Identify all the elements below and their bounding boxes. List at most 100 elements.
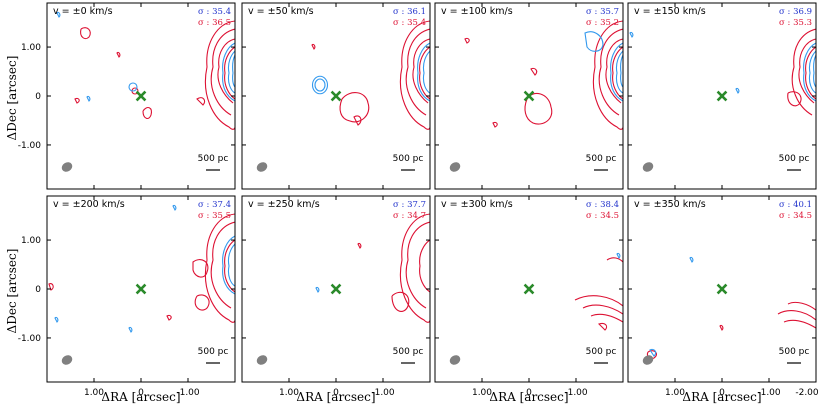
scale-bar-label: 500 pc bbox=[393, 154, 424, 164]
blue-contour bbox=[620, 54, 623, 88]
beam-ellipse bbox=[256, 355, 268, 365]
velocity-label: v = ±300 km/s bbox=[441, 199, 513, 210]
sigma-blue-label: σ : 37.4 bbox=[198, 200, 231, 210]
red-contour bbox=[405, 221, 430, 309]
blue-contour bbox=[222, 42, 235, 102]
panel-4: v = ±150 km/s σ : 36.9σ : 35.3 500 pc bbox=[627, 2, 817, 190]
blue-contour bbox=[232, 54, 235, 88]
sigma-red-label: σ : 35.2 bbox=[586, 18, 619, 28]
x-tick-label: 0 bbox=[333, 388, 339, 398]
x-tick-label: -1.00 bbox=[757, 388, 781, 398]
y-tick-label: 0 bbox=[35, 92, 41, 102]
red-contour bbox=[598, 28, 623, 116]
y-axis-label: ΔDec [arcsec] bbox=[5, 249, 19, 334]
red-contour bbox=[582, 304, 623, 315]
sigma-blue-label: σ : 35.7 bbox=[586, 7, 619, 17]
beam-ellipse bbox=[449, 162, 461, 172]
red-contour bbox=[719, 324, 724, 331]
panel-3: v = ±100 km/s σ : 35.7σ : 35.2 500 pc bbox=[434, 2, 624, 190]
sigma-red-label: σ : 35.3 bbox=[779, 18, 812, 28]
red-contour bbox=[492, 121, 498, 128]
x-tick-label: -2.00 bbox=[795, 388, 819, 398]
y-tick-label: 1.00 bbox=[21, 43, 41, 53]
x-tick-label: 1.00 bbox=[665, 388, 685, 398]
red-contour bbox=[590, 313, 623, 323]
velocity-label: v = ±350 km/s bbox=[634, 199, 706, 210]
red-contour bbox=[787, 91, 802, 107]
red-contour bbox=[412, 38, 430, 104]
panel-1: 1.00 0 -1.00 v = ±0 km/s σ : 35.4σ : 36.5 500… bbox=[18, 2, 236, 190]
red-contour bbox=[405, 28, 430, 116]
red-contour bbox=[196, 97, 206, 106]
x-axis-label: ΔRA [arcsec] bbox=[489, 390, 568, 404]
beam-ellipse bbox=[642, 355, 654, 365]
red-contour bbox=[391, 291, 410, 312]
panel-5: 1.00 0 -1.00 1.00 0 -1.00 v = ±200 km/s σ : 37.… bbox=[18, 195, 236, 398]
red-contour bbox=[142, 106, 152, 120]
x-tick-label: 1.00 bbox=[472, 388, 492, 398]
scale-bar-label: 500 pc bbox=[779, 347, 810, 357]
contours bbox=[315, 213, 430, 323]
blue-contour bbox=[222, 235, 235, 295]
blue-contour bbox=[813, 54, 816, 88]
blue-contour bbox=[314, 78, 326, 92]
panel-6: 1.00 0 -1.00 v = ±250 km/s σ : 37.7σ : 34.7 5… bbox=[241, 195, 431, 398]
red-contour bbox=[224, 239, 235, 293]
red-contour bbox=[597, 322, 608, 331]
red-contour bbox=[605, 38, 623, 104]
x-tick-label: -1.00 bbox=[371, 388, 395, 398]
y-tick-label: -1.00 bbox=[18, 141, 42, 151]
red-contour bbox=[116, 51, 121, 58]
blue-contour bbox=[629, 31, 634, 38]
blue-contour bbox=[803, 42, 816, 102]
y-tick-label: 0 bbox=[35, 285, 41, 295]
blue-contour bbox=[227, 50, 235, 94]
blue-contour bbox=[616, 252, 621, 259]
center-marker bbox=[716, 90, 728, 102]
red-contour bbox=[217, 38, 235, 104]
blue-contour bbox=[172, 204, 177, 211]
contours bbox=[311, 20, 430, 130]
contours bbox=[464, 20, 623, 130]
center-marker bbox=[330, 283, 342, 295]
contours bbox=[629, 28, 816, 116]
blue-contour bbox=[808, 50, 816, 94]
red-contour bbox=[192, 259, 209, 278]
velocity-label: v = ±0 km/s bbox=[53, 6, 113, 17]
red-contour bbox=[353, 115, 362, 126]
sigma-red-label: σ : 34.5 bbox=[586, 211, 619, 221]
x-tick-label: -1.00 bbox=[564, 388, 588, 398]
center-marker bbox=[135, 283, 147, 295]
red-contour bbox=[210, 221, 235, 309]
velocity-label: v = ±100 km/s bbox=[441, 6, 513, 17]
blue-contour bbox=[86, 95, 91, 102]
red-contour bbox=[339, 92, 370, 123]
red-contour bbox=[419, 239, 430, 293]
sigma-red-label: σ : 34.5 bbox=[779, 211, 812, 221]
red-contour bbox=[419, 46, 430, 100]
sigma-blue-label: σ : 36.9 bbox=[779, 7, 812, 17]
red-contour bbox=[787, 301, 816, 311]
velocity-label: v = ±200 km/s bbox=[53, 199, 125, 210]
red-contour bbox=[798, 38, 816, 104]
red-contour bbox=[166, 314, 172, 321]
red-contour bbox=[210, 28, 235, 116]
scale-bar-label: 500 pc bbox=[198, 347, 229, 357]
y-tick-label: -1.00 bbox=[18, 334, 42, 344]
red-contour bbox=[311, 43, 316, 50]
panel-2: v = ±50 km/s σ : 36.1σ : 35.4 500 pc bbox=[241, 2, 431, 190]
blue-contour bbox=[56, 11, 61, 18]
red-contour bbox=[194, 294, 210, 311]
scale-bar-label: 500 pc bbox=[586, 347, 617, 357]
blue-contour bbox=[422, 50, 430, 94]
sigma-red-label: σ : 36.5 bbox=[198, 18, 231, 28]
panel-7: 1.00 0 -1.00 v = ±300 km/s σ : 38.4σ : 34.5 5… bbox=[434, 195, 624, 398]
velocity-label: v = ±250 km/s bbox=[248, 199, 320, 210]
blue-contour bbox=[227, 243, 235, 287]
contours bbox=[646, 256, 816, 360]
blue-contour bbox=[610, 42, 623, 102]
blue-contour bbox=[689, 256, 694, 263]
center-marker bbox=[523, 90, 535, 102]
sigma-red-label: σ : 35.5 bbox=[198, 211, 231, 221]
